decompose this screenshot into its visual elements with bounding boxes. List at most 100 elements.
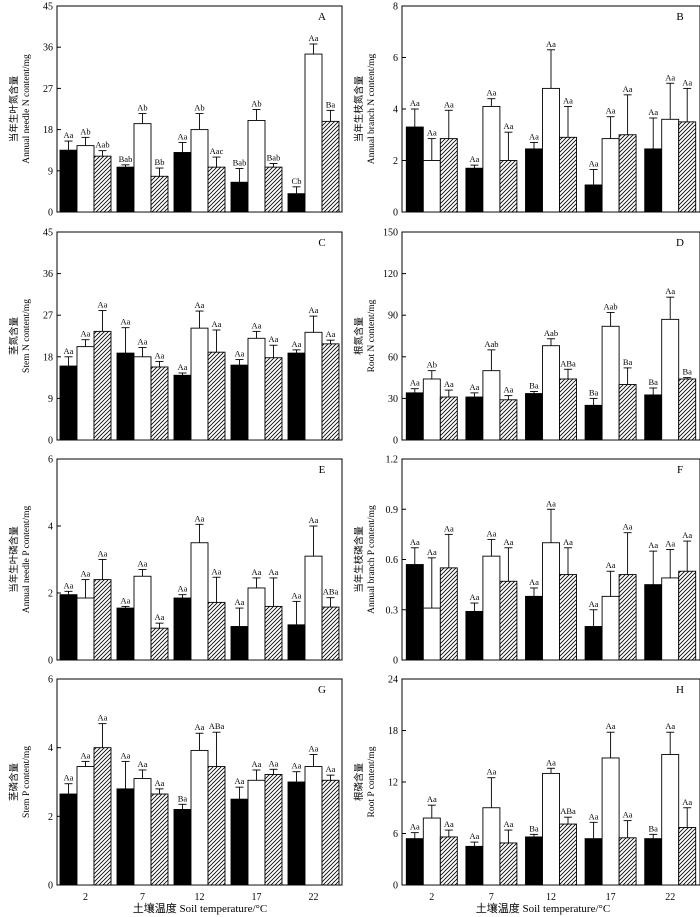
significance-label: Aa [155, 350, 165, 360]
bar-white [422, 817, 441, 886]
y-tick-label: 0 [48, 656, 53, 667]
bar-white [247, 337, 266, 441]
y-axis-label-en: Annual needle P content/mg [22, 505, 32, 613]
y-tick-label: 90 [388, 311, 398, 322]
y-tick-label: 0 [48, 208, 53, 219]
significance-label: Aab [95, 140, 109, 150]
significance-label: Aa [563, 537, 573, 547]
bar-white [482, 555, 501, 661]
significance-label: Aa [623, 522, 633, 532]
significance-label: Aa [546, 498, 556, 508]
significance-label: Aa [326, 329, 336, 339]
y-tick-label: 0 [393, 208, 398, 219]
y-tick-label: 4 [48, 522, 53, 533]
significance-label: ABa [323, 587, 339, 597]
bar-hatched [559, 378, 577, 441]
bar-white [133, 356, 152, 441]
significance-label: Ba [326, 99, 336, 109]
x-tick-label: 7 [489, 892, 494, 903]
significance-label: Aa [503, 819, 513, 829]
bar-white [482, 807, 501, 886]
y-axis-label-zh: 茎氮含量 [8, 317, 20, 356]
bar-white [422, 160, 441, 213]
y-tick-label: 6 [393, 53, 398, 64]
significance-label: Aa [410, 537, 420, 547]
significance-label: Aa [155, 612, 165, 622]
bar-hatched [150, 175, 169, 213]
bar-black [173, 809, 192, 886]
bar-white [422, 378, 441, 441]
bar-white [247, 779, 266, 886]
bar-white [76, 597, 95, 661]
y-axis-label-zh: 当年生枝磷含量 [353, 526, 365, 593]
bar-white [601, 325, 620, 441]
significance-label: ABa [560, 806, 576, 816]
y-tick-label: 9 [48, 166, 53, 177]
y-tick-label: 4 [393, 105, 398, 116]
bar-black [59, 594, 78, 661]
significance-label: Aa [503, 537, 513, 547]
bar-hatched [264, 773, 283, 886]
bar-black [59, 365, 78, 441]
y-tick-label: 1.2 [386, 455, 399, 466]
significance-label: Aa [469, 831, 479, 841]
significance-label: ABa [560, 358, 576, 368]
bar-black [116, 788, 135, 886]
bar-black [525, 836, 543, 886]
significance-label: Aa [195, 300, 205, 310]
x-tick-label: 12 [546, 892, 556, 903]
y-tick-label: 0.3 [386, 605, 399, 616]
significance-label: Aa [309, 744, 319, 754]
significance-label: Aa [64, 580, 74, 590]
bar-hatched [264, 166, 283, 213]
significance-label: Ab [194, 103, 204, 113]
y-tick-label: 8 [393, 2, 398, 13]
bar-white [601, 138, 620, 213]
significance-label: Aa [606, 560, 616, 570]
bar-hatched [499, 580, 518, 661]
significance-label: Bab [119, 154, 133, 164]
significance-label: Aa [682, 530, 692, 540]
significance-label: Ba [682, 367, 692, 377]
bar-hatched [678, 378, 697, 441]
bar-black [644, 148, 663, 213]
x-tick-label: 7 [140, 892, 145, 903]
significance-label: Aa [410, 98, 420, 108]
x-tick-label: 22 [665, 892, 675, 903]
bar-black [116, 352, 135, 441]
y-tick-label: 2 [48, 589, 53, 600]
significance-label: Aa [235, 349, 245, 359]
bar-hatched [439, 138, 458, 213]
significance-label: Aa [410, 822, 420, 832]
bar-black [465, 610, 484, 661]
y-axis-label-zh: 当年生枝氮含量 [353, 75, 365, 142]
bar-hatched [207, 766, 226, 886]
significance-label: Aa [98, 713, 108, 723]
bar-hatched [207, 601, 226, 661]
x-axis-title-right: 土壤温度 Soil temperature/°C [476, 901, 611, 915]
bar-hatched [678, 827, 697, 886]
bar-black [405, 126, 424, 213]
bar-white [190, 129, 209, 213]
bar-white [133, 778, 152, 886]
bar-hatched [321, 120, 340, 213]
bar-white [661, 118, 680, 213]
y-tick-label: 0.6 [386, 555, 399, 566]
significance-label: Aa [178, 131, 188, 141]
significance-label: Aa [252, 320, 262, 330]
significance-label: Aa [155, 778, 165, 788]
bar-hatched [618, 574, 637, 661]
significance-label: Aa [529, 131, 539, 141]
significance-label: Ba [178, 793, 188, 803]
bar-white [304, 555, 323, 661]
significance-label: Aa [269, 758, 279, 768]
bar-hatched [559, 574, 577, 661]
significance-label: Ab [427, 360, 437, 370]
bar-white [542, 87, 560, 213]
x-tick-label: 22 [309, 892, 319, 903]
panel-g: 0 2 4 6 2 Aa Aa Aa 7 Aa Aa Aa 12 Ba Aa ABa 17 Aa Aa Aa 22 Aa A… [8, 675, 343, 903]
x-axis-title-left: 土壤温度 Soil temperature/°C [133, 901, 268, 915]
significance-label: Aa [444, 819, 454, 829]
y-axis-label-zh: 根磷含量 [353, 763, 365, 802]
significance-label: Aa [309, 305, 319, 315]
